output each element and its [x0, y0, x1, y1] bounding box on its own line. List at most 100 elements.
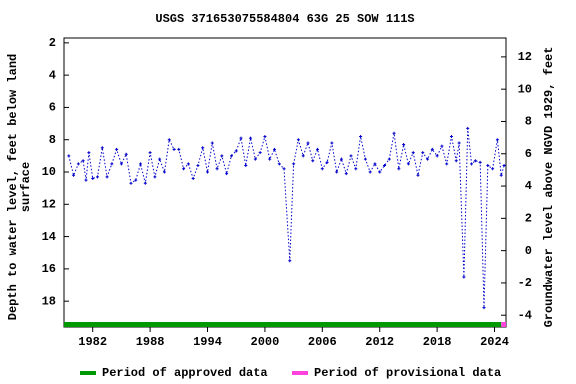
data-point — [359, 134, 363, 138]
x-tick-label: 2024 — [480, 335, 509, 349]
data-point — [316, 147, 320, 151]
data-point — [339, 157, 343, 161]
data-point — [244, 164, 248, 168]
data-point — [84, 178, 88, 182]
data-point — [76, 162, 80, 166]
data-point — [263, 134, 267, 138]
data-point — [311, 159, 315, 163]
data-point — [466, 126, 470, 130]
data-point — [139, 162, 143, 166]
data-point — [296, 138, 300, 142]
data-point — [368, 170, 372, 174]
data-point — [349, 154, 353, 158]
x-tick-label: 1994 — [193, 335, 222, 349]
data-point — [392, 131, 396, 135]
y-tick-label: 18 — [42, 294, 56, 308]
y-tick-label: 4 — [49, 68, 56, 82]
data-point — [301, 154, 305, 158]
y2-tick-label: 12 — [518, 50, 532, 64]
data-point — [473, 159, 477, 163]
legend-label: Period of provisional data — [314, 366, 501, 380]
x-tick-label: 1988 — [136, 335, 165, 349]
y2-tick-label: 8 — [525, 115, 532, 129]
data-point — [124, 152, 128, 156]
period-bar — [501, 322, 506, 327]
data-point — [87, 151, 91, 155]
data-point — [430, 147, 434, 151]
data-point — [320, 167, 324, 171]
data-point — [499, 173, 503, 177]
y2-tick-label: 6 — [525, 147, 532, 161]
y2-axis-label: Groundwater level above NGVD 1929, feet — [542, 47, 556, 328]
data-point — [421, 151, 425, 155]
data-point — [402, 143, 406, 147]
data-point — [186, 162, 190, 166]
data-point — [196, 164, 200, 168]
x-tick-label: 2018 — [423, 335, 452, 349]
data-point — [282, 167, 286, 171]
y2-tick-label: 10 — [518, 82, 532, 96]
x-tick-label: 2012 — [365, 335, 394, 349]
data-point — [416, 173, 420, 177]
data-point — [277, 162, 281, 166]
y-axis-label: surface — [19, 162, 33, 212]
chart-title: USGS 371653075584804 63G 25 SOW 111S — [155, 12, 414, 26]
data-point — [67, 154, 71, 158]
data-point — [495, 138, 499, 142]
y2-tick-label: -2 — [518, 276, 532, 290]
data-point — [172, 147, 176, 151]
data-point — [191, 176, 195, 180]
y2-tick-label: 4 — [525, 179, 532, 193]
data-point — [363, 157, 367, 161]
data-point — [177, 147, 181, 151]
data-point — [258, 151, 262, 155]
data-point — [162, 170, 166, 174]
data-point — [330, 141, 334, 145]
data-point — [382, 164, 386, 168]
data-point — [462, 275, 466, 279]
y-tick-label: 12 — [42, 197, 56, 211]
data-point — [325, 160, 329, 164]
data-point — [81, 159, 85, 163]
data-point — [454, 159, 458, 163]
data-point — [397, 167, 401, 171]
data-point — [482, 306, 486, 310]
data-point — [110, 162, 114, 166]
y-tick-label: 16 — [42, 262, 56, 276]
data-point — [72, 173, 76, 177]
data-point — [158, 157, 162, 161]
data-point — [354, 167, 358, 171]
data-point — [201, 146, 205, 150]
data-point — [167, 138, 171, 142]
data-point — [234, 149, 238, 153]
data-point — [239, 136, 243, 140]
data-point — [378, 170, 382, 174]
data-point — [119, 162, 123, 166]
y-axis-label: Depth to water level, feet below land — [6, 54, 20, 320]
x-tick-label: 2000 — [251, 335, 280, 349]
y-tick-label: 10 — [42, 165, 56, 179]
data-point — [91, 176, 95, 180]
data-point — [143, 181, 147, 185]
data-point — [335, 170, 339, 174]
data-point — [445, 162, 449, 166]
data-point — [470, 162, 474, 166]
data-line — [68, 128, 505, 308]
data-point — [148, 151, 152, 155]
data-point — [210, 141, 214, 145]
data-point — [491, 167, 495, 171]
data-point — [229, 154, 233, 158]
data-point — [153, 175, 157, 179]
x-tick-label: 1982 — [78, 335, 107, 349]
data-point — [426, 157, 430, 161]
y-tick-label: 2 — [49, 36, 56, 50]
data-point — [486, 164, 490, 168]
legend-label: Period of approved data — [102, 366, 268, 380]
data-point — [435, 154, 439, 158]
data-point — [220, 154, 224, 158]
data-point — [292, 162, 296, 166]
data-point — [182, 167, 186, 171]
data-point — [449, 134, 453, 138]
data-point — [115, 147, 119, 151]
